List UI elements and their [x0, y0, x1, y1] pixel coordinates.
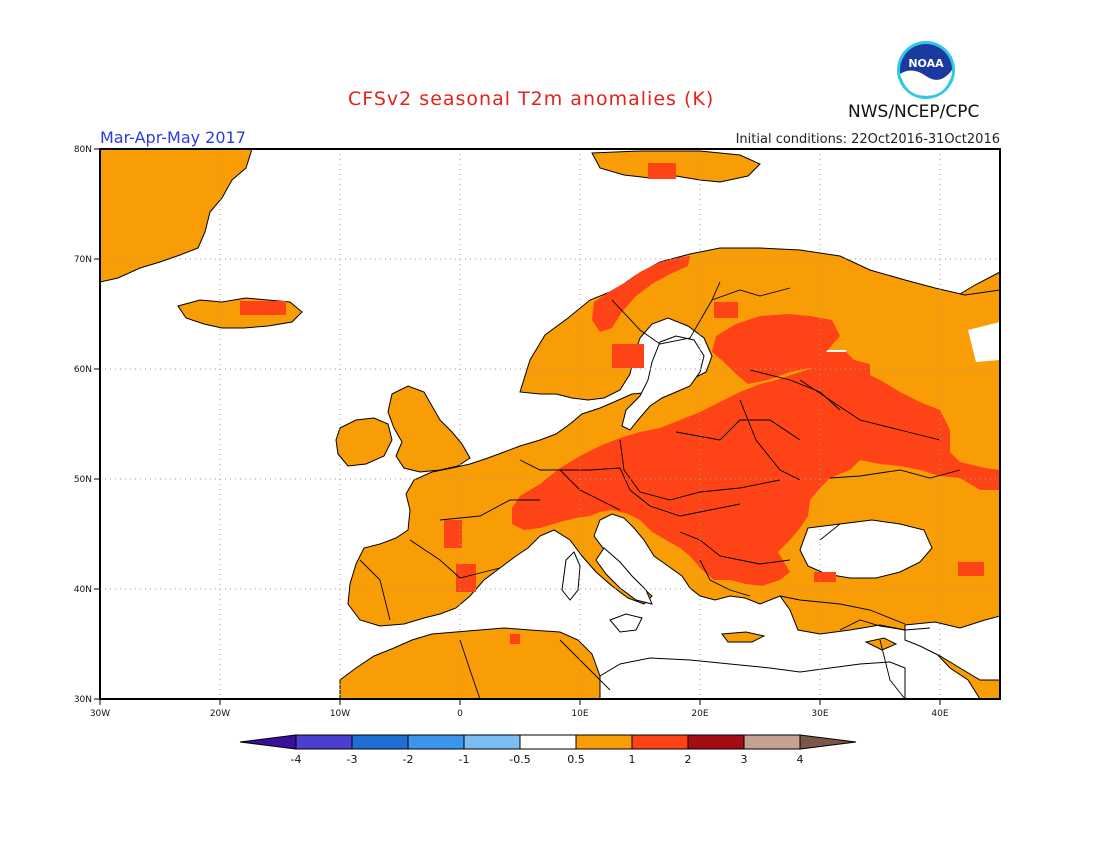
lon-tick-label: 20W: [210, 709, 230, 719]
noaa-logo-text: NOAA: [908, 57, 944, 70]
norway-coast-hot-region: [592, 256, 690, 332]
map-frame: [99, 148, 1001, 700]
finland-hot-region: [714, 302, 738, 318]
colorbar-segment: [575, 734, 633, 750]
great-britain-land: [387, 385, 471, 473]
svalbard-hot-region: [648, 163, 676, 179]
lat-tick-label: 40N: [74, 585, 92, 595]
turkey-hot-spot: [814, 572, 836, 582]
gridlines: [100, 149, 1000, 699]
colorbar: [239, 734, 857, 750]
caucasus-hot-region: [958, 562, 984, 576]
north-sea-neutral: [968, 322, 1000, 362]
initial-conditions-label: Initial conditions: 22Oct2016-31Oct2016: [735, 132, 1000, 147]
colorbar-segment: [743, 734, 801, 750]
iberia-hot-region: [456, 564, 476, 592]
colorbar-segment: [631, 734, 689, 750]
colorbar-label: -0.5: [509, 753, 530, 766]
lon-tick-label: 0: [457, 709, 463, 719]
colorbar-segment: [519, 734, 577, 750]
colorbar-label: 0.5: [567, 753, 585, 766]
colorbar-label: 1: [629, 753, 636, 766]
map-title: CFSv2 seasonal T2m anomalies (K): [348, 88, 715, 110]
sardinia-corsica-island: [561, 551, 581, 601]
agency-label: NWS/NCEP/CPC: [848, 102, 980, 122]
colorbar-segment: [239, 734, 297, 750]
lat-tick-label: 80N: [74, 145, 92, 155]
central-europe-hot-region: [512, 364, 1000, 586]
black-sea-water: [799, 519, 933, 579]
colorbar-segment: [407, 734, 465, 750]
lon-tick-label: 30W: [90, 709, 110, 719]
tick-marks: [94, 148, 941, 705]
colorbar-label: 3: [741, 753, 748, 766]
colorbar-label: -4: [291, 753, 302, 766]
colorbar-label: -2: [403, 753, 414, 766]
colorbar-segment: [463, 734, 521, 750]
lon-tick-label: 10E: [571, 709, 588, 719]
lon-tick-label: 30E: [811, 709, 828, 719]
colorbar-label: -1: [459, 753, 470, 766]
russia-north-hot-region: [712, 314, 870, 384]
crete-island: [721, 631, 766, 643]
ireland-land: [335, 417, 393, 467]
colorbar-segment: [351, 734, 409, 750]
sweden-hot-region: [612, 344, 644, 368]
lat-tick-label: 30N: [74, 695, 92, 705]
north-africa-neutral-region: [599, 657, 906, 699]
italy-neutral-region: [595, 547, 653, 605]
noaa-logo-icon: NOAA: [897, 41, 955, 99]
colorbar-label: 2: [685, 753, 692, 766]
lat-tick-label: 70N: [74, 255, 92, 265]
lon-tick-label: 20E: [691, 709, 708, 719]
lat-tick-label: 50N: [74, 475, 92, 485]
iceland-hot-region: [240, 301, 286, 315]
sicily-island: [609, 613, 643, 633]
france-hot-region: [444, 520, 462, 548]
lat-tick-label: 60N: [74, 365, 92, 375]
colorbar-label: -3: [347, 753, 358, 766]
colorbar-label: 4: [797, 753, 804, 766]
lon-tick-label: 10W: [330, 709, 350, 719]
colorbar-segment: [295, 734, 353, 750]
baltic-sea-water: [621, 335, 705, 431]
colorbar-segment: [799, 734, 857, 750]
season-label: Mar-Apr-May 2017: [100, 128, 246, 147]
africa-hot-spot: [510, 634, 520, 644]
colorbar-segment: [687, 734, 745, 750]
country-borders: [359, 281, 961, 699]
lon-tick-label: 40E: [931, 709, 948, 719]
middle-east-neutral: [904, 615, 1000, 681]
greenland-land: [100, 149, 253, 283]
